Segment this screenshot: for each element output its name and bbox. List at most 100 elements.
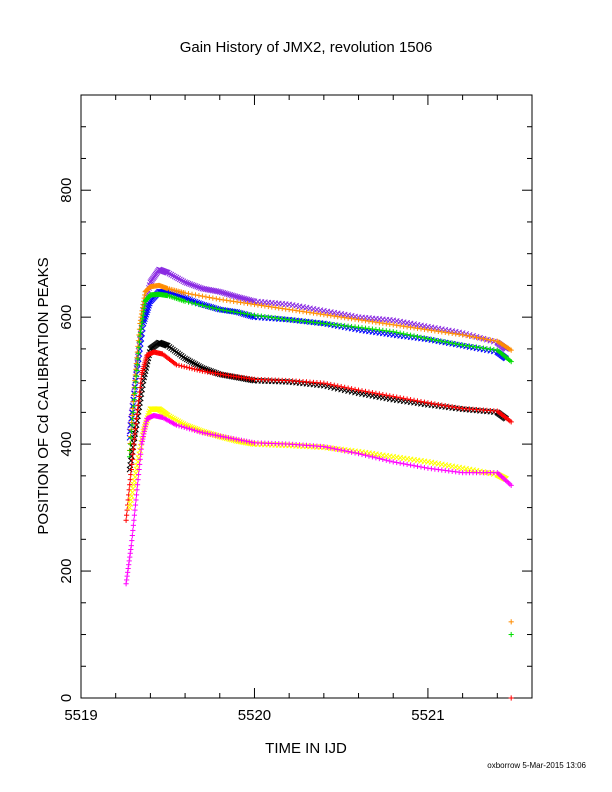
data-point-stroke bbox=[197, 427, 204, 434]
data-point-stroke bbox=[190, 360, 197, 367]
data-point bbox=[124, 573, 130, 579]
data-point bbox=[397, 330, 403, 336]
data-point-stroke bbox=[189, 359, 195, 366]
data-point bbox=[224, 297, 230, 304]
data-point bbox=[173, 274, 180, 281]
data-point bbox=[142, 426, 148, 432]
data-point bbox=[234, 309, 240, 315]
data-point bbox=[380, 391, 386, 398]
data-point bbox=[176, 362, 182, 368]
data-point bbox=[135, 356, 141, 362]
data-point bbox=[199, 293, 206, 299]
data-point bbox=[192, 301, 199, 307]
data-point bbox=[134, 407, 141, 413]
data-point bbox=[283, 306, 289, 312]
data-point bbox=[249, 439, 255, 445]
data-point-stroke bbox=[155, 406, 162, 413]
data-point bbox=[394, 394, 400, 400]
data-point-stroke bbox=[169, 272, 176, 279]
data-point bbox=[359, 388, 365, 394]
data-point bbox=[397, 460, 403, 466]
data-point bbox=[129, 419, 135, 426]
data-point bbox=[238, 437, 245, 443]
data-point-stroke bbox=[139, 386, 146, 393]
data-point bbox=[196, 284, 202, 291]
data-point bbox=[141, 428, 147, 435]
data-point bbox=[241, 310, 247, 317]
data-point bbox=[248, 301, 254, 307]
data-point bbox=[210, 295, 216, 301]
data-point bbox=[168, 271, 175, 278]
y-axis-label: POSITION OF Cd CALIBRATION PEAKS bbox=[35, 257, 52, 534]
y-tick-label: 800 bbox=[58, 178, 75, 203]
data-point bbox=[205, 431, 211, 437]
data-point bbox=[182, 279, 189, 286]
data-point bbox=[199, 430, 206, 436]
outlier-point bbox=[508, 695, 514, 701]
data-point bbox=[227, 308, 233, 314]
data-point bbox=[183, 279, 190, 286]
data-point bbox=[139, 438, 145, 445]
data-point-stroke bbox=[185, 357, 192, 364]
data-point bbox=[140, 436, 146, 442]
data-point bbox=[387, 458, 393, 464]
data-point bbox=[171, 273, 178, 280]
data-point bbox=[194, 283, 201, 290]
data-point bbox=[376, 455, 382, 462]
data-point-stroke bbox=[130, 481, 137, 488]
data-point bbox=[231, 298, 237, 305]
data-point-stroke bbox=[348, 388, 355, 395]
data-point bbox=[141, 309, 147, 315]
data-point bbox=[314, 311, 320, 317]
data-point bbox=[442, 339, 448, 345]
data-point bbox=[366, 318, 372, 324]
data-point-stroke bbox=[128, 497, 134, 503]
data-point bbox=[231, 436, 237, 442]
data-point bbox=[216, 288, 223, 295]
data-point bbox=[335, 383, 341, 389]
data-point bbox=[134, 362, 140, 368]
data-point bbox=[123, 517, 129, 523]
data-point bbox=[132, 431, 138, 437]
data-point bbox=[133, 421, 139, 427]
data-point bbox=[197, 429, 203, 435]
data-point bbox=[192, 283, 199, 290]
data-point bbox=[128, 435, 134, 441]
data-point bbox=[248, 312, 254, 318]
y-tick-label: 400 bbox=[58, 432, 75, 457]
data-point bbox=[136, 345, 142, 351]
data-point bbox=[220, 289, 227, 296]
data-point-stroke bbox=[164, 412, 171, 419]
data-point-stroke bbox=[222, 434, 228, 441]
data-point bbox=[175, 275, 182, 282]
data-point bbox=[491, 347, 497, 353]
data-point bbox=[207, 431, 213, 437]
data-point bbox=[184, 364, 190, 370]
data-point-stroke bbox=[183, 356, 190, 363]
data-point bbox=[473, 334, 480, 341]
data-point-stroke bbox=[178, 420, 185, 427]
data-point bbox=[187, 358, 194, 365]
data-point bbox=[142, 423, 148, 429]
data-point bbox=[133, 497, 139, 503]
data-point bbox=[123, 581, 129, 587]
data-point bbox=[139, 316, 146, 322]
data-point-stroke bbox=[220, 289, 227, 296]
data-point bbox=[137, 456, 143, 462]
data-point bbox=[131, 397, 137, 403]
data-point bbox=[126, 562, 132, 568]
data-point bbox=[373, 390, 379, 396]
data-point bbox=[131, 512, 138, 518]
data-point bbox=[286, 306, 292, 313]
data-point bbox=[293, 307, 299, 314]
data-point bbox=[185, 299, 192, 305]
data-point-stroke bbox=[185, 280, 192, 287]
data-point-stroke bbox=[197, 364, 204, 370]
data-point-stroke bbox=[154, 406, 161, 413]
data-point bbox=[199, 364, 206, 371]
data-point bbox=[194, 362, 201, 369]
data-point bbox=[137, 330, 144, 336]
data-point bbox=[133, 492, 140, 498]
chart-title: Gain History of JMX2, revolution 1506 bbox=[180, 39, 433, 56]
